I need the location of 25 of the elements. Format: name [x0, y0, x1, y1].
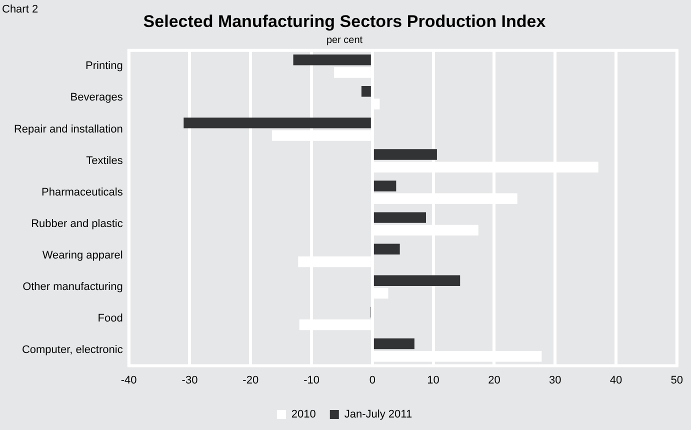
x-tick-label: -40: [120, 374, 137, 386]
legend-label: 2010: [291, 408, 316, 421]
x-tick-label: 40: [610, 374, 622, 386]
x-tick-label: -30: [182, 374, 198, 386]
x-tick-label: 20: [488, 374, 500, 386]
x-tick-label: -20: [242, 374, 259, 386]
y-tick-label: Printing: [86, 60, 123, 72]
y-tick-label: Food: [98, 312, 123, 325]
y-tick-label: Other manufacturing: [22, 280, 123, 293]
x-tick-label: 50: [670, 374, 684, 386]
legend-label: Jan-July 2011: [344, 408, 412, 421]
x-tick-label: 0: [369, 374, 376, 386]
x-tick-label: 10: [427, 374, 440, 386]
caption: Chart 2: [2, 4, 38, 16]
y-tick-label: Rubber and plastic: [31, 218, 124, 230]
y-tick-label: Wearing apparel: [42, 249, 123, 262]
x-tick-label: 30: [548, 374, 562, 386]
y-tick-label: Beverages: [70, 92, 124, 104]
y-tick-label: Repair and installation: [14, 123, 123, 136]
chart-subtitle: per cent: [326, 35, 363, 46]
chart-title: Selected Manufacturing Sectors Production Index: [143, 12, 546, 31]
y-tick-label: Pharmaceuticals: [42, 186, 124, 198]
y-tick-label: Textiles: [86, 154, 124, 167]
x-tick-label: -10: [304, 374, 320, 386]
y-tick-label: Computer, electronic: [22, 344, 124, 356]
